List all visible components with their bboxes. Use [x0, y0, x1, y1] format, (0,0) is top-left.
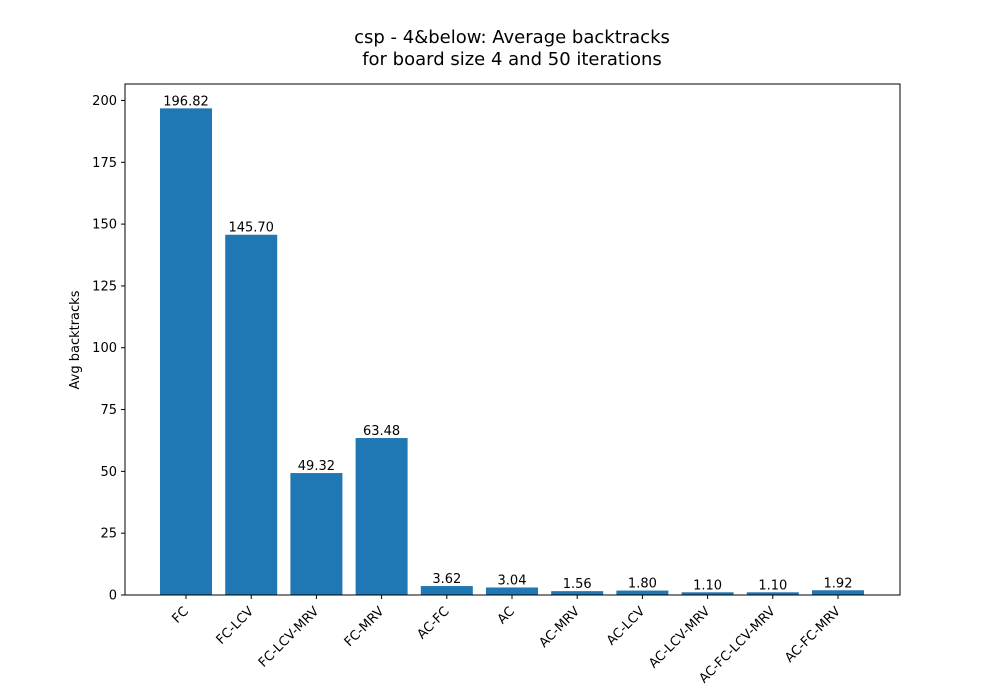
data-label-fc-lcv-mrv: 49.32	[298, 459, 335, 474]
data-label-fc-lcv: 145.70	[228, 221, 274, 236]
data-label-fc-mrv: 63.48	[363, 424, 400, 439]
chart-title-line-1: csp - 4&below: Average backtracks	[354, 27, 670, 48]
data-label-fc: 196.82	[163, 94, 209, 109]
bar-fc-lcv-mrv	[290, 473, 343, 595]
y-tick-label-75: 75	[100, 403, 117, 418]
data-label-ac-lcv-mrv: 1.10	[693, 578, 722, 593]
y-tick-label-175: 175	[92, 156, 117, 171]
y-tick-label-200: 200	[92, 94, 117, 109]
bar-fc-mrv	[355, 438, 408, 595]
chart-title-line-2: for board size 4 and 50 iterations	[362, 49, 662, 70]
y-tick-label-50: 50	[100, 465, 117, 480]
data-label-ac: 3.04	[498, 573, 527, 588]
y-tick-label-150: 150	[92, 218, 117, 233]
plot-frame	[124, 83, 901, 596]
y-tick-label-125: 125	[92, 279, 117, 294]
bar-ac-mrv	[551, 591, 604, 595]
y-tick-label-100: 100	[92, 341, 117, 356]
bar-ac-fc-lcv-mrv	[746, 592, 799, 595]
data-label-ac-mrv: 1.56	[563, 577, 592, 592]
data-label-ac-fc: 3.62	[432, 572, 461, 587]
bar-ac-lcv	[616, 590, 669, 595]
data-label-ac-fc-lcv-mrv: 1.10	[758, 578, 787, 593]
bar-ac-lcv-mrv	[681, 592, 734, 595]
y-axis-label: Avg backtracks	[68, 290, 83, 389]
bar-ac	[486, 587, 538, 595]
bar-fc	[160, 108, 212, 595]
y-tick-label-25: 25	[100, 527, 117, 542]
bar-ac-fc-mrv	[812, 590, 864, 595]
y-tick-label-0: 0	[109, 589, 117, 604]
bar-ac-fc	[420, 586, 473, 595]
bar-fc-lcv	[225, 234, 278, 596]
data-label-ac-lcv: 1.80	[628, 577, 657, 592]
data-label-ac-fc-mrv: 1.92	[824, 576, 853, 591]
